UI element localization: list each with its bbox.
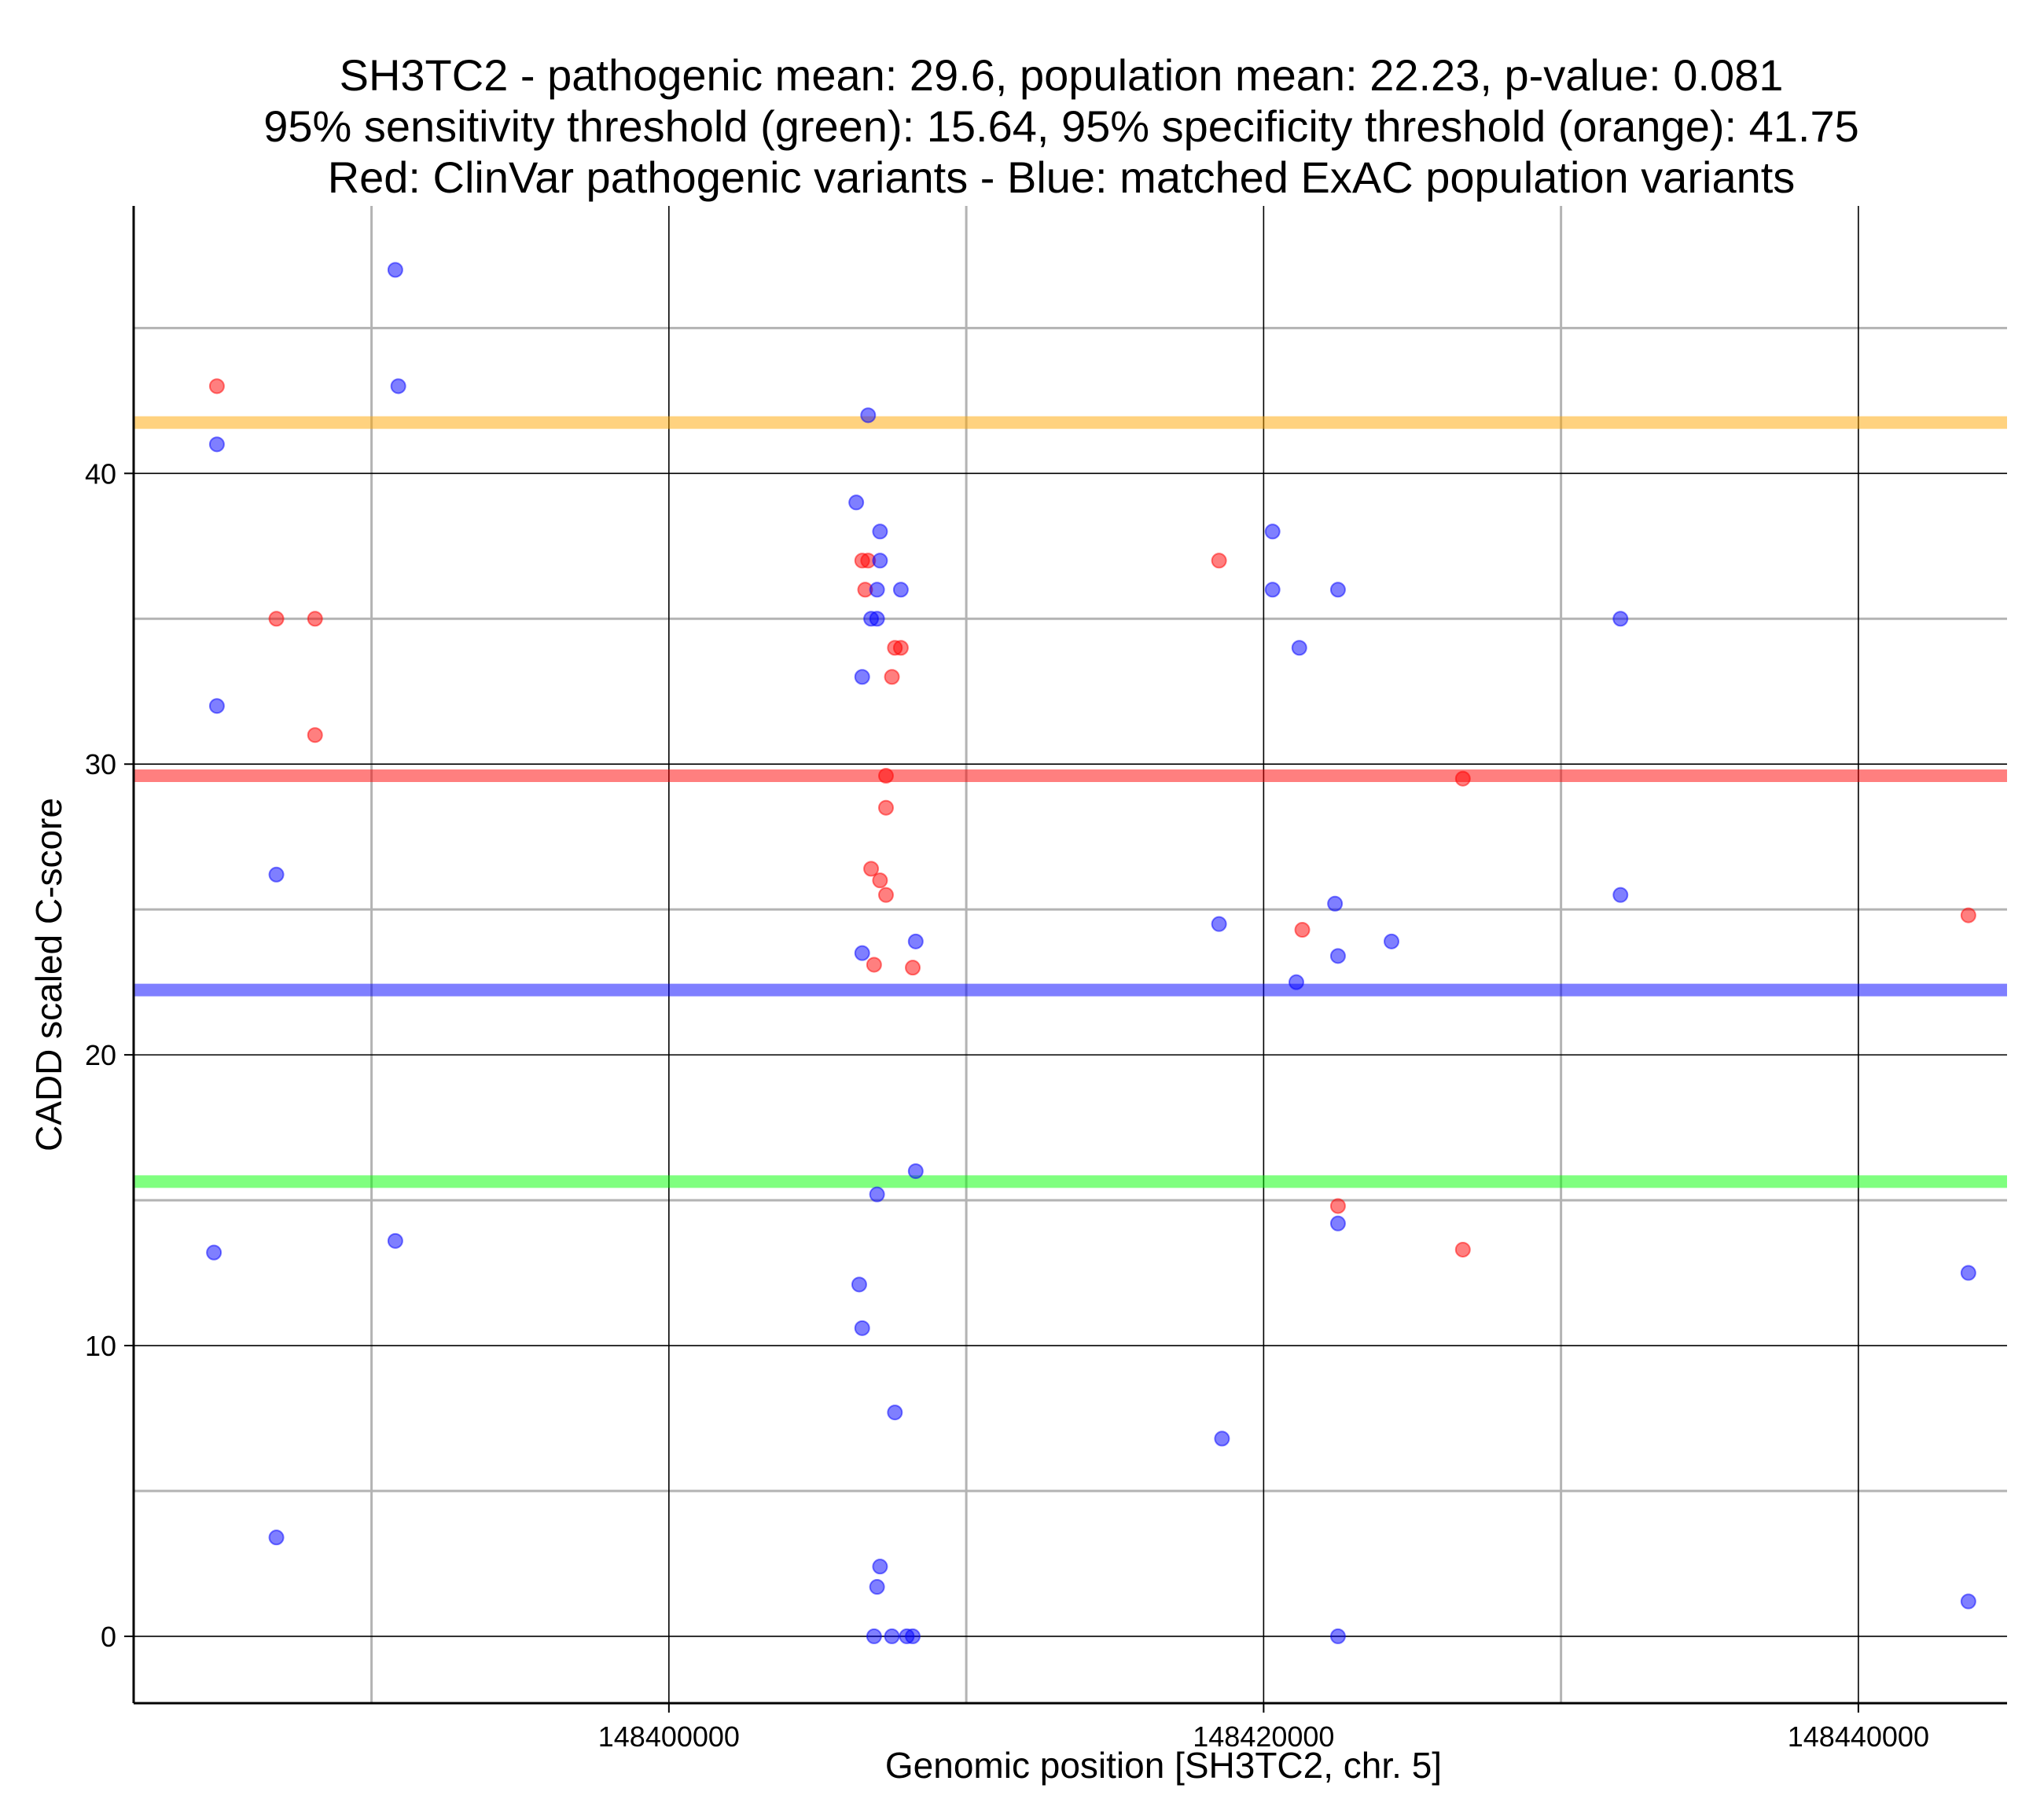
data-point-pathogenic-3 [307, 727, 323, 744]
data-point-population-38 [1288, 974, 1304, 990]
data-point-population-40 [1214, 1430, 1230, 1447]
data-point-population-22 [854, 1320, 870, 1336]
y-tick-label-3: 30 [85, 748, 116, 780]
x-tick-label-0: 148400000 [598, 1720, 740, 1753]
threshold-lines [134, 416, 2007, 1188]
y-tick-label-2: 20 [85, 1039, 116, 1071]
data-point-pathogenic-20 [1454, 770, 1471, 787]
data-point-pathogenic-13 [872, 872, 888, 889]
data-point-population-18 [854, 945, 870, 961]
data-points [206, 262, 1976, 1644]
data-point-population-34 [1211, 916, 1227, 932]
x-axis-ticks: 148400000 148420000 148440000 [598, 1703, 1929, 1753]
data-point-pathogenic-16 [905, 960, 921, 976]
data-point-population-44 [1960, 1265, 1976, 1281]
data-point-population-25 [869, 1579, 885, 1596]
data-point-population-31 [1264, 582, 1281, 598]
data-point-population-27 [884, 1628, 900, 1644]
data-point-population-16 [854, 669, 870, 685]
data-point-population-23 [887, 1405, 903, 1421]
data-point-pathogenic-19 [1329, 1198, 1346, 1214]
data-point-population-43 [1612, 887, 1629, 903]
data-point-pathogenic-14 [877, 887, 894, 903]
data-point-pathogenic-11 [877, 799, 894, 816]
data-point-population-5 [387, 262, 403, 278]
data-point-population-4 [268, 1529, 285, 1546]
data-point-population-32 [1291, 640, 1307, 656]
chart-title-line-1: SH3TC2 - pathogenic mean: 29.6, populati… [340, 50, 1784, 100]
data-point-pathogenic-1 [268, 611, 285, 627]
chart-title-line-2: 95% sensitivity threshold (green): 15.64… [263, 101, 1859, 151]
y-axis-ticks: 0 10 20 30 40 [85, 457, 134, 1653]
data-point-population-8 [860, 407, 877, 424]
data-point-population-7 [387, 1232, 403, 1249]
data-point-pathogenic-21 [1454, 1241, 1471, 1258]
data-point-population-19 [907, 1163, 924, 1180]
data-point-population-35 [1327, 895, 1344, 912]
data-point-population-41 [1329, 1628, 1346, 1644]
data-point-population-42 [1612, 611, 1629, 627]
data-point-population-13 [892, 582, 909, 598]
data-point-pathogenic-18 [1294, 922, 1311, 938]
data-point-population-6 [390, 378, 406, 395]
data-point-population-20 [869, 1186, 885, 1203]
data-point-population-9 [848, 494, 865, 511]
data-point-population-1 [208, 698, 225, 714]
data-point-population-45 [1960, 1593, 1976, 1610]
x-tick-label-2: 148440000 [1788, 1720, 1929, 1753]
data-point-population-24 [872, 1559, 888, 1575]
data-point-population-21 [851, 1276, 867, 1293]
x-tick-label-1: 148420000 [1193, 1720, 1334, 1753]
data-point-pathogenic-22 [1960, 907, 1976, 924]
data-point-pathogenic-9 [884, 669, 900, 685]
data-point-population-15 [869, 611, 885, 627]
data-point-population-33 [1329, 582, 1346, 598]
data-point-population-12 [869, 582, 885, 598]
data-point-population-10 [872, 523, 888, 540]
data-point-pathogenic-0 [208, 378, 225, 395]
y-tick-label-4: 40 [85, 457, 116, 490]
data-point-population-36 [1329, 948, 1346, 964]
data-point-population-29 [905, 1628, 921, 1644]
data-point-population-11 [872, 553, 888, 569]
chart-title-line-3: Red: ClinVar pathogenic variants - Blue:… [328, 152, 1796, 202]
y-axis-title: CADD scaled C-score [28, 798, 69, 1151]
data-point-population-39 [1329, 1215, 1346, 1232]
data-point-population-3 [268, 866, 285, 883]
data-point-population-17 [907, 933, 924, 949]
data-point-pathogenic-15 [866, 957, 882, 973]
data-point-pathogenic-2 [307, 611, 323, 627]
data-point-pathogenic-10 [877, 768, 894, 784]
axes [132, 206, 2007, 1705]
data-point-population-2 [206, 1244, 222, 1261]
data-point-population-26 [866, 1628, 882, 1644]
data-point-population-37 [1384, 933, 1400, 949]
data-point-pathogenic-8 [892, 640, 909, 656]
y-tick-label-1: 10 [85, 1330, 116, 1362]
data-point-population-0 [208, 436, 225, 453]
data-point-pathogenic-12 [863, 861, 880, 877]
x-axis-title: Genomic position [SH3TC2, chr. 5] [885, 1745, 1442, 1786]
data-point-population-30 [1264, 523, 1281, 540]
data-point-pathogenic-17 [1211, 553, 1227, 569]
y-tick-label-0: 0 [101, 1621, 116, 1653]
grid-lines [134, 206, 2007, 1703]
